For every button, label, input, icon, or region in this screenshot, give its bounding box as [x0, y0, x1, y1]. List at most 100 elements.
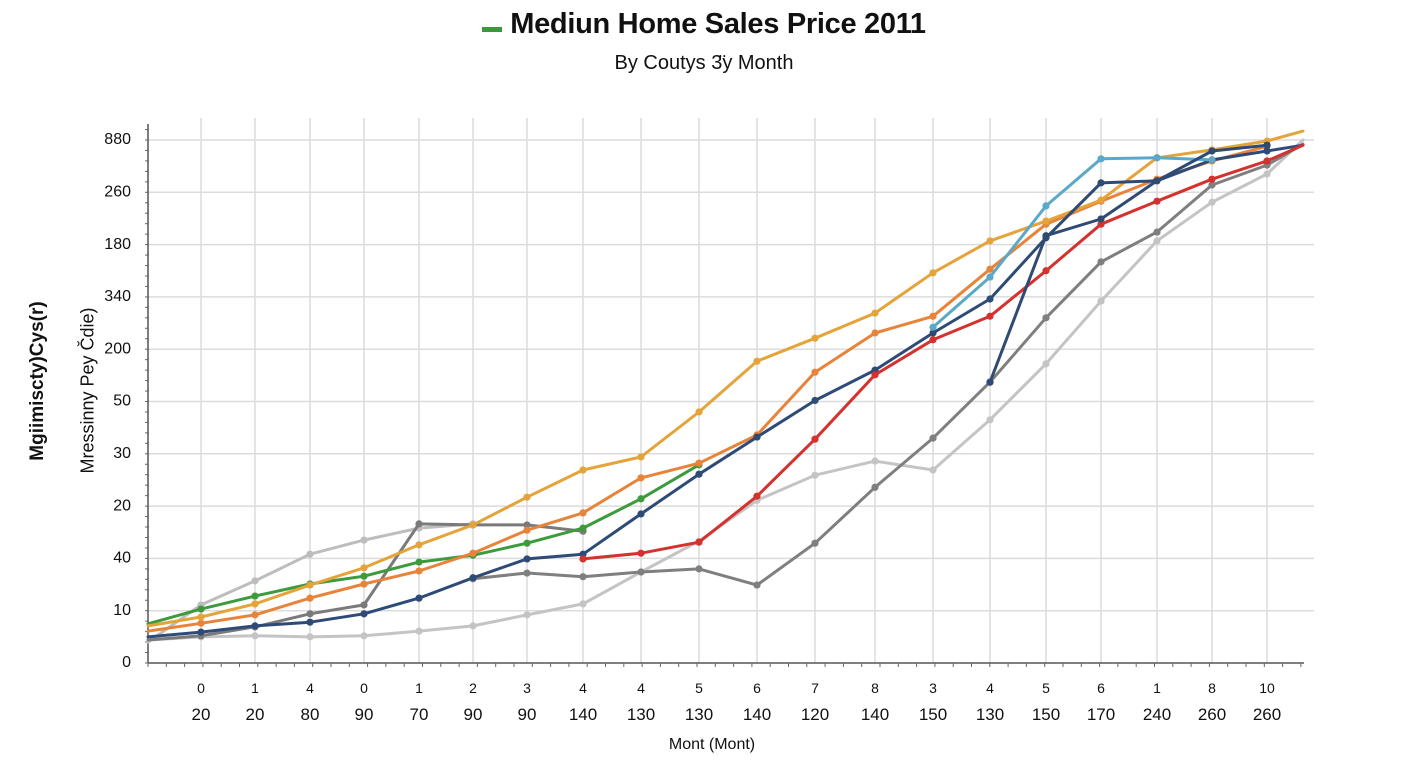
series-line [988, 143, 1269, 384]
x-tick-label-bottom: 140 [569, 705, 597, 724]
data-point [1263, 157, 1271, 165]
data-point [986, 273, 994, 281]
data-point [306, 610, 314, 618]
x-tick-label-bottom: 260 [1253, 705, 1281, 724]
data-point [1097, 258, 1105, 266]
data-point [1208, 198, 1216, 206]
x-tick-label-top: 2 [469, 680, 477, 696]
data-point [871, 483, 879, 491]
data-point [251, 592, 259, 600]
x-tick-label-top: 10 [1259, 680, 1275, 696]
data-point [360, 610, 368, 618]
series-line [146, 129, 1305, 628]
data-point [929, 466, 937, 474]
data-point [695, 470, 703, 478]
y-tick-label: 0 [122, 654, 131, 671]
axes [145, 124, 1304, 667]
x-tick-label-bottom: 130 [976, 705, 1004, 724]
data-point [811, 368, 819, 376]
data-point [1153, 197, 1161, 205]
series-red [579, 143, 1305, 563]
data-point [251, 632, 259, 640]
series-light-blue [929, 154, 1216, 331]
data-point [306, 633, 314, 641]
data-point [1153, 177, 1161, 185]
x-tick-label-top: 5 [695, 680, 703, 696]
data-point [360, 572, 368, 580]
data-point [251, 622, 259, 630]
data-point [753, 581, 761, 589]
data-point [811, 539, 819, 547]
data-point [197, 628, 205, 636]
data-point [306, 550, 314, 558]
data-point [360, 632, 368, 640]
data-point [753, 357, 761, 365]
y-tick-label: 260 [104, 184, 131, 201]
y-tick-label: 180 [104, 236, 131, 253]
data-point [1042, 314, 1050, 322]
series-group [146, 129, 1305, 644]
y-tick-label: 40 [113, 550, 131, 567]
y-tick-label: 340 [104, 288, 131, 305]
data-point [251, 600, 259, 608]
data-point [415, 594, 423, 602]
data-point [637, 495, 645, 503]
x-tick-label-top: 3 [523, 680, 531, 696]
y-tick-label: 20 [113, 497, 131, 514]
data-point [1153, 228, 1161, 236]
x-tick-label-top: 0 [197, 680, 205, 696]
data-point [1263, 141, 1271, 149]
x-tick-label-bottom: 80 [301, 705, 320, 724]
series-line [581, 143, 1305, 561]
x-tick-label-top: 6 [753, 680, 761, 696]
data-point [811, 334, 819, 342]
x-tick-label-top: 8 [1208, 680, 1216, 696]
data-point [1097, 220, 1105, 228]
x-tick-label-bottom: 120 [801, 705, 829, 724]
data-point [811, 435, 819, 443]
data-point [523, 493, 531, 501]
data-point [1042, 232, 1050, 240]
data-point [306, 581, 314, 589]
x-axis-label: Mont (Mont) [668, 736, 756, 753]
x-tick-label-top: 6 [1097, 680, 1105, 696]
x-tick-label-top: 1 [1153, 680, 1161, 696]
data-point [986, 265, 994, 273]
x-tick-label-top: 3 [929, 680, 937, 696]
data-point [579, 466, 587, 474]
series-line [931, 156, 1214, 329]
data-point [986, 295, 994, 303]
data-point [415, 558, 423, 566]
data-point [929, 434, 937, 442]
x-tick-label-top: 5 [1042, 680, 1050, 696]
data-point [415, 520, 423, 528]
data-point [1208, 175, 1216, 183]
data-point [469, 521, 477, 529]
y-tick-label: 10 [113, 602, 131, 619]
data-point [415, 627, 423, 635]
x-tick-label-bottom: 150 [919, 705, 947, 724]
data-point [1097, 215, 1105, 223]
x-tick-label-bottom: 90 [464, 705, 483, 724]
data-point [360, 564, 368, 572]
data-point [469, 549, 477, 557]
data-point [1208, 147, 1216, 155]
data-point [579, 555, 587, 563]
x-tick-label-bottom: 240 [1143, 705, 1171, 724]
series-navy-a [146, 143, 1305, 639]
data-point [637, 568, 645, 576]
data-point [637, 474, 645, 482]
data-point [871, 329, 879, 337]
data-point [986, 237, 994, 245]
data-point [986, 312, 994, 320]
y-tick-label: 30 [113, 445, 131, 462]
x-tick-label-top: 1 [251, 680, 259, 696]
x-tick-label-bottom: 170 [1087, 705, 1115, 724]
data-point [579, 509, 587, 517]
data-point [415, 541, 423, 549]
data-point [469, 574, 477, 582]
chart-title-wrap: Mediun Home Sales Price 2011 [0, 8, 1408, 41]
data-point [811, 396, 819, 405]
data-point [1042, 360, 1050, 368]
data-point [523, 611, 531, 619]
